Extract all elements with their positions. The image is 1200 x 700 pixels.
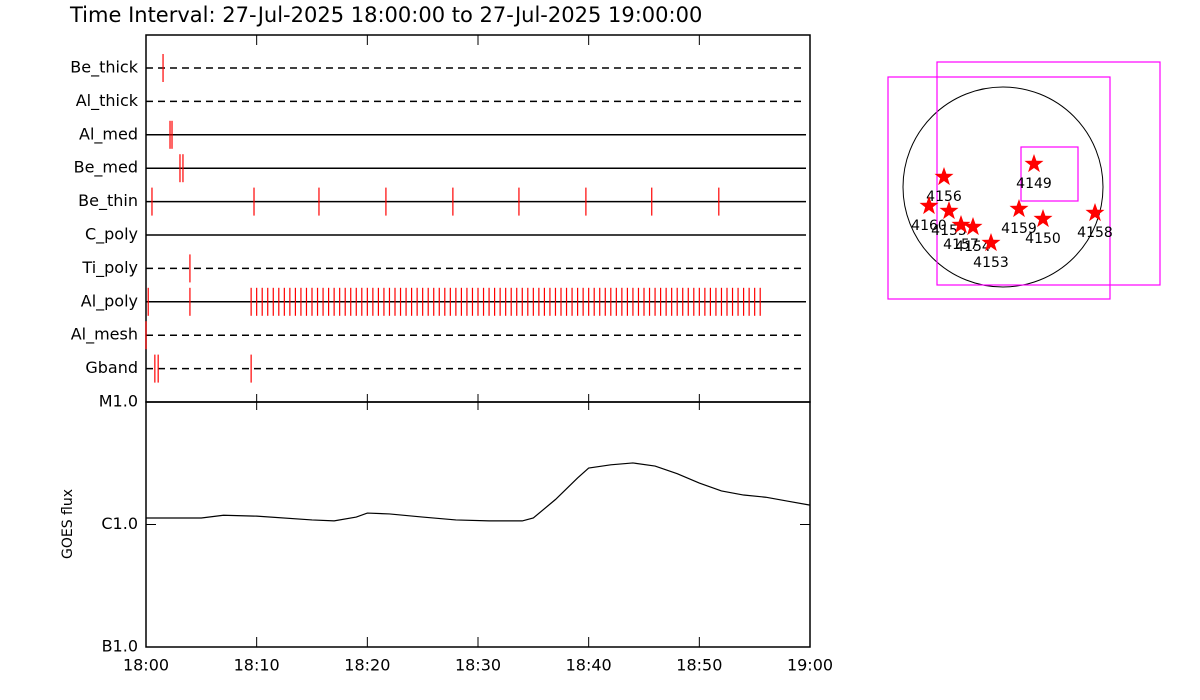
region-star — [951, 215, 971, 234]
x-tick-label: 18:30 — [455, 656, 501, 675]
y-axis-label: GOES flux — [60, 489, 76, 559]
region-label: 4150 — [1025, 231, 1061, 247]
row-label: Al_mesh — [71, 325, 138, 345]
region-label: 4154 — [955, 239, 991, 255]
region-star — [963, 217, 983, 236]
solar-disk — [902, 86, 1104, 288]
chart-title: Time Interval: 27-Jul-2025 18:00:00 to 2… — [69, 3, 702, 27]
region-star — [1024, 154, 1044, 173]
region-star — [981, 233, 1001, 252]
row-label: Ti_poly — [81, 258, 138, 278]
region-label: 4149 — [1016, 176, 1052, 192]
x-tick-label: 18:00 — [123, 656, 169, 675]
y-tick-label: C1.0 — [101, 514, 138, 533]
region-star — [1033, 209, 1053, 228]
region-label: 4157 — [943, 237, 979, 253]
row-label: Al_thick — [76, 91, 139, 111]
x-tick-label: 18:10 — [234, 656, 280, 675]
row-label: Gband — [85, 358, 138, 377]
row-label: C_poly — [85, 225, 138, 245]
fov-box — [936, 61, 1161, 286]
row-label: Be_thick — [70, 58, 138, 78]
x-tick-label: 18:40 — [566, 656, 612, 675]
region-label: 4153 — [973, 255, 1009, 271]
goes-curve — [146, 462, 811, 522]
region-label: 4159 — [1001, 221, 1037, 237]
x-tick-label: 18:20 — [344, 656, 390, 675]
region-star — [939, 201, 959, 220]
row-label: Be_med — [74, 158, 138, 178]
fov-box — [887, 76, 1111, 300]
region-star — [1009, 199, 1029, 218]
region-star — [934, 167, 954, 186]
timeline-frame — [145, 34, 811, 403]
row-label: Al_med — [79, 124, 138, 144]
fov-box — [1020, 146, 1079, 202]
x-tick-label: 18:50 — [676, 656, 722, 675]
y-tick-label: M1.0 — [99, 392, 138, 411]
region-label: 4158 — [1077, 225, 1113, 241]
region-label: 4160 — [911, 218, 947, 234]
region-label: 4156 — [926, 189, 962, 205]
y-tick-label: B1.0 — [102, 637, 138, 656]
x-tick-label: 19:00 — [787, 656, 833, 675]
row-label: Be_thin — [78, 191, 138, 211]
region-star — [919, 196, 939, 215]
row-label: Al_poly — [81, 291, 138, 311]
region-star — [1085, 203, 1105, 222]
goes-frame — [145, 401, 811, 648]
